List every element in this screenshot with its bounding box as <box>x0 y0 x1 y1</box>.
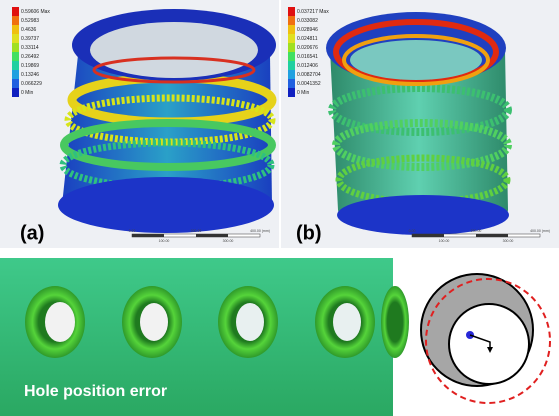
legend-swatch <box>12 70 19 79</box>
legend-label: 0.0041352 <box>297 81 321 87</box>
legend-swatch <box>12 34 19 43</box>
legend-swatch <box>12 7 19 16</box>
legend-label: 0.033082 <box>297 18 318 24</box>
scale-bar-fill <box>412 234 444 237</box>
legend-swatch <box>288 7 295 16</box>
scale-label: 0.00 <box>129 229 136 233</box>
panel-label: (b) <box>296 222 322 244</box>
legend-label: 0.4636 <box>21 27 37 33</box>
scale-label: 300.00 <box>503 239 514 243</box>
cylinder-a <box>58 9 276 233</box>
legend-swatch <box>288 16 295 25</box>
scale-label: 200.00 <box>471 229 482 233</box>
legend-swatch <box>288 70 295 79</box>
legend-label: 0.012406 <box>297 63 318 69</box>
legend-swatch <box>12 88 19 97</box>
scale-label: 300.00 <box>223 239 234 243</box>
legend-swatch <box>288 79 295 88</box>
legend-swatch <box>288 43 295 52</box>
legend-label: 0.26492 <box>21 54 39 60</box>
legend-label: 0.59606 Max <box>21 9 50 15</box>
legend-label: 0.024811 <box>297 36 318 42</box>
legend-label: 0.028946 <box>297 27 318 33</box>
scale-label: 100.00 <box>159 239 170 243</box>
legend-swatch <box>12 25 19 34</box>
legend-swatch <box>12 43 19 52</box>
cylinder-b <box>326 12 509 235</box>
legend-swatch <box>288 25 295 34</box>
legend-label: 0.19869 <box>21 63 39 69</box>
legend-swatch <box>288 52 295 61</box>
legend-swatch <box>12 79 19 88</box>
legend-label: 0.016541 <box>297 54 318 60</box>
figure: Hole position error 0.59606 Max 0.52983 0.… <box>0 0 559 416</box>
legend-label: 0.52983 <box>21 18 39 24</box>
scale-bar-fill <box>132 234 164 237</box>
legend-label: 0.39737 <box>21 36 39 42</box>
panel-label: (a) <box>20 222 44 244</box>
legend-label: 0.020676 <box>297 45 318 51</box>
legend-label: 0 Min <box>297 90 309 96</box>
photo-caption: Hole position error <box>24 383 167 400</box>
legend-swatch <box>288 34 295 43</box>
scale-bar-fill <box>476 234 508 237</box>
scale-label: 400.00 (mm) <box>530 229 550 233</box>
legend-label: 0.13246 <box>21 72 39 78</box>
scale-label: 0.00 <box>409 229 416 233</box>
scale-label: 400.00 (mm) <box>250 229 270 233</box>
legend-label: 0.037217 Max <box>297 9 329 15</box>
legend-swatch <box>12 61 19 70</box>
scale-bar-fill <box>196 234 228 237</box>
legend-label: 0 Min <box>21 90 33 96</box>
legend-label: 0.33114 <box>21 45 39 51</box>
legend-label: 0.066229 <box>21 81 42 87</box>
legend-swatch <box>12 52 19 61</box>
scale-label: 200.00 <box>191 229 202 233</box>
legend-swatch <box>288 88 295 97</box>
scale-label: 100.00 <box>439 239 450 243</box>
legend-label: 0.0082704 <box>297 72 321 78</box>
legend-swatch <box>288 61 295 70</box>
legend-swatch <box>12 16 19 25</box>
